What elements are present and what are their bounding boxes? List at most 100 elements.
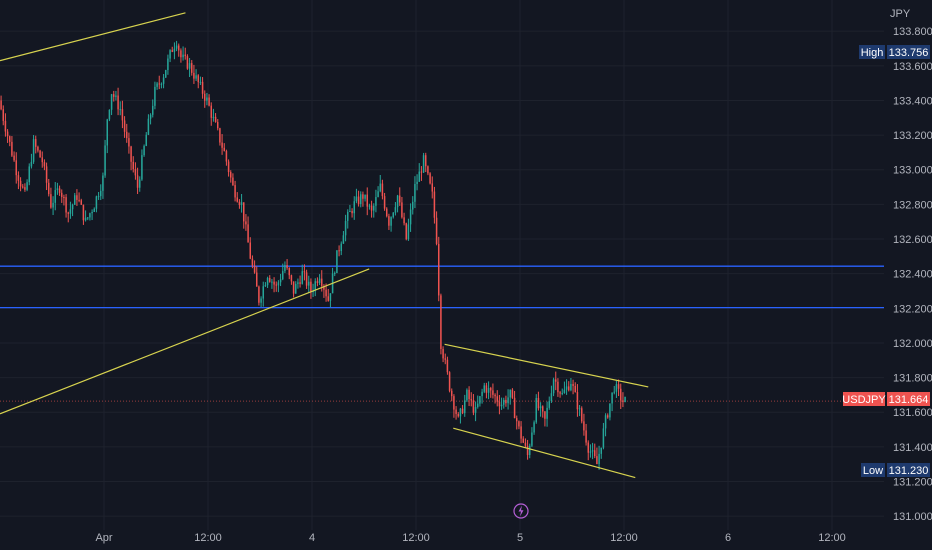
trend-line[interactable]: [444, 343, 649, 388]
candle-body: [433, 191, 436, 218]
candle-body: [520, 426, 522, 439]
trend-line[interactable]: [0, 268, 370, 415]
candle-body: [138, 179, 141, 188]
candle-body: [219, 128, 221, 143]
x-tick-label: 5: [517, 532, 523, 544]
candle-body: [316, 281, 319, 283]
lightning-icon[interactable]: [513, 503, 529, 519]
candle-body: [565, 386, 568, 390]
candle-body: [95, 196, 98, 209]
candle-body: [359, 194, 362, 204]
candle-body: [160, 83, 163, 85]
candle-body: [303, 271, 306, 273]
candle-body: [496, 396, 499, 402]
candle-body: [323, 286, 325, 290]
y-tick-label: 131.200: [893, 477, 932, 489]
candle-body: [401, 202, 403, 218]
candle-body: [442, 348, 444, 359]
candle-body: [472, 400, 475, 413]
candle-body: [372, 205, 375, 211]
candle-body: [407, 224, 410, 240]
candle-body: [552, 379, 555, 394]
candle-body: [251, 258, 254, 266]
low-value-badge: [887, 463, 930, 477]
candle-body: [260, 298, 262, 303]
candle-body: [483, 385, 486, 392]
candle-body: [47, 182, 50, 195]
candle-body: [596, 456, 598, 465]
candle-body: [255, 272, 258, 287]
candle-body: [572, 383, 574, 386]
x-tick-label: 4: [309, 532, 315, 544]
candle-body: [184, 54, 187, 57]
candle-body: [388, 216, 390, 226]
candle-body: [368, 205, 371, 207]
candle-body: [459, 408, 462, 417]
candle-body: [600, 447, 603, 454]
candle-body: [4, 120, 7, 132]
candle-body: [232, 177, 234, 186]
candle-body: [492, 390, 494, 395]
candle-body: [268, 277, 271, 282]
candle-body: [110, 94, 113, 110]
candle-body: [56, 188, 59, 191]
y-tick-label: 133.200: [893, 130, 932, 142]
trend-lines[interactable]: [0, 12, 649, 479]
y-tick-label: 131.400: [893, 442, 932, 454]
candle-body: [167, 58, 169, 71]
y-tick-label: 131.000: [893, 511, 932, 523]
candle-body: [392, 212, 395, 218]
horizontal-lines[interactable]: [0, 265, 884, 309]
candle-body: [474, 407, 477, 413]
candle-body: [65, 197, 67, 213]
candle-body: [86, 217, 89, 219]
candle-body: [353, 201, 356, 214]
candle-body: [301, 271, 304, 284]
candle-body: [186, 56, 189, 69]
candle-body: [587, 442, 590, 453]
candle-body: [355, 196, 358, 202]
candle-body: [117, 95, 119, 110]
candle-body: [366, 194, 369, 207]
candle-body: [264, 285, 267, 287]
candle-body: [377, 191, 379, 198]
candle-body: [290, 275, 293, 282]
candle-body: [214, 116, 217, 123]
y-tick-label: 133.600: [893, 61, 932, 73]
candle-body: [297, 282, 299, 284]
candle-body: [173, 48, 176, 52]
y-tick-label: 132.000: [893, 338, 932, 350]
high-value: 133.756: [889, 47, 929, 59]
candle-body: [158, 83, 161, 85]
y-tick-label: 131.600: [893, 407, 932, 419]
x-tick-label: Apr: [95, 532, 112, 544]
candle-body: [550, 393, 553, 402]
candle-body: [327, 296, 330, 301]
candle-body: [394, 207, 397, 213]
candle-body: [206, 97, 208, 101]
y-axis[interactable]: 131.000 131.200 131.400 131.600 131.800 132.0…: [893, 26, 932, 523]
trend-line[interactable]: [453, 427, 636, 479]
candle-body: [440, 295, 442, 349]
candle-body: [58, 188, 61, 193]
candle-body: [177, 45, 180, 51]
candle-body: [455, 409, 457, 414]
x-tick-label: 12:00: [194, 532, 222, 544]
candle-body: [281, 271, 284, 280]
candle-body: [253, 265, 256, 273]
trend-line[interactable]: [0, 12, 186, 62]
candle-body: [13, 155, 15, 161]
candle-body: [30, 161, 33, 167]
x-tick-label: 6: [725, 532, 731, 544]
candle-body: [422, 155, 425, 173]
candle-body: [151, 105, 154, 115]
candle-body: [19, 180, 22, 187]
candle-body: [424, 155, 427, 167]
candle-body: [502, 399, 505, 405]
candle-body: [574, 385, 577, 393]
candle-body: [50, 194, 52, 208]
candle-body: [164, 70, 167, 78]
y-tick-label: 132.800: [893, 199, 932, 211]
